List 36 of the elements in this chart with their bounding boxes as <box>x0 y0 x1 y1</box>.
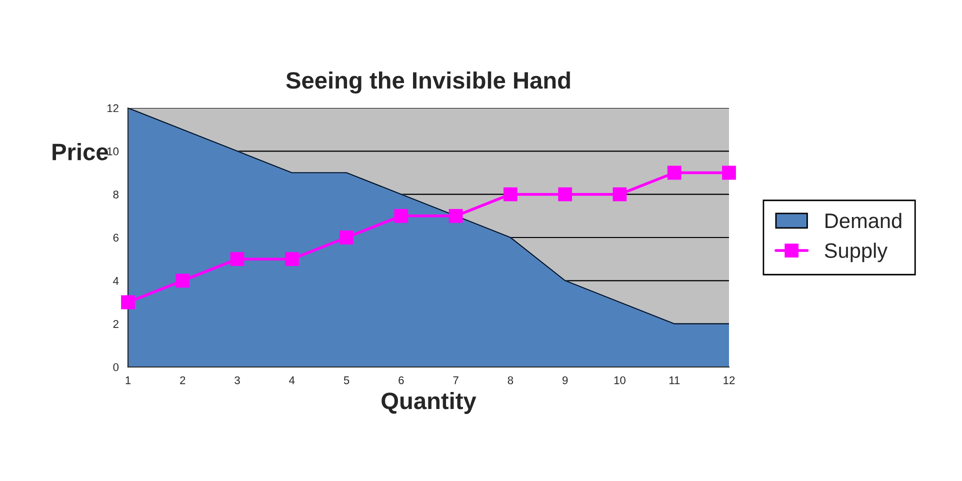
x-tick-label: 9 <box>562 376 568 384</box>
point <box>284 252 299 266</box>
x-tick-label: 7 <box>453 376 458 384</box>
point <box>176 274 190 288</box>
point <box>230 252 244 266</box>
x-tick-label: 5 <box>344 376 350 384</box>
x-tick-label: 4 <box>289 376 295 384</box>
point <box>558 187 572 202</box>
y-tick-label: 12 <box>107 104 118 112</box>
x-tick-label: 1 <box>126 376 131 384</box>
x-tick-label: 12 <box>724 376 735 384</box>
x-tick-label: 8 <box>508 376 514 384</box>
point <box>121 295 135 310</box>
point <box>612 187 627 202</box>
legend-label: Demand <box>826 212 902 228</box>
point <box>504 187 518 202</box>
x-tick-label: 10 <box>614 376 626 384</box>
x-tick-label: 6 <box>398 376 404 384</box>
x-tick-label: 2 <box>180 376 186 384</box>
y-axis-title: Price <box>52 142 108 160</box>
point <box>667 166 682 180</box>
x-tick-label: 3 <box>234 376 240 384</box>
y-tick-label: 6 <box>113 234 118 242</box>
legend-label: Supply <box>824 242 888 262</box>
x-tick-label: 11 <box>669 376 680 384</box>
chart-title: Seeing the Invisible Hand <box>286 71 570 94</box>
y-tick-label: 10 <box>107 147 119 156</box>
point <box>448 208 463 223</box>
y-tick-label: 2 <box>113 320 118 328</box>
point <box>394 208 408 223</box>
x-axis-title: Quantity <box>382 392 476 414</box>
y-tick-label: 4 <box>113 277 119 285</box>
point <box>340 230 354 244</box>
point <box>722 166 736 180</box>
y-tick-label: 8 <box>113 190 118 198</box>
y-tick-label: 0 <box>113 363 119 372</box>
